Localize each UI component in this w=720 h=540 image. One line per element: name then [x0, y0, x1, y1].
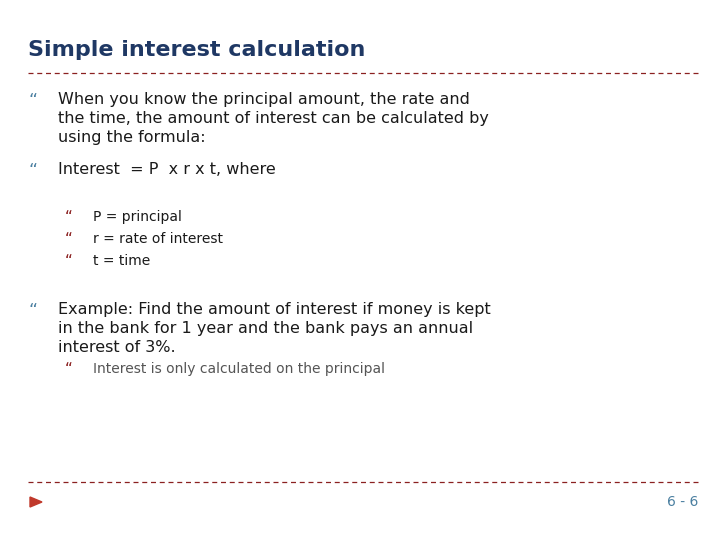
Text: “: “	[28, 302, 37, 320]
Text: r = rate of interest: r = rate of interest	[93, 232, 223, 246]
Text: 6 - 6: 6 - 6	[667, 495, 698, 509]
Text: Interest  = P  x r x t, where: Interest = P x r x t, where	[58, 162, 276, 177]
Text: When you know the principal amount, the rate and
the time, the amount of interes: When you know the principal amount, the …	[58, 92, 489, 145]
Text: Interest is only calculated on the principal: Interest is only calculated on the princ…	[93, 362, 385, 376]
Text: P = principal: P = principal	[93, 210, 182, 224]
Text: “: “	[65, 210, 73, 225]
Text: “: “	[28, 92, 37, 110]
Text: “: “	[65, 232, 73, 247]
Text: “: “	[65, 254, 73, 269]
Text: “: “	[28, 162, 37, 180]
Text: t = time: t = time	[93, 254, 150, 268]
Text: “: “	[65, 362, 73, 377]
Text: Example: Find the amount of interest if money is kept
in the bank for 1 year and: Example: Find the amount of interest if …	[58, 302, 491, 355]
Text: Simple interest calculation: Simple interest calculation	[28, 40, 365, 60]
Polygon shape	[30, 497, 42, 507]
